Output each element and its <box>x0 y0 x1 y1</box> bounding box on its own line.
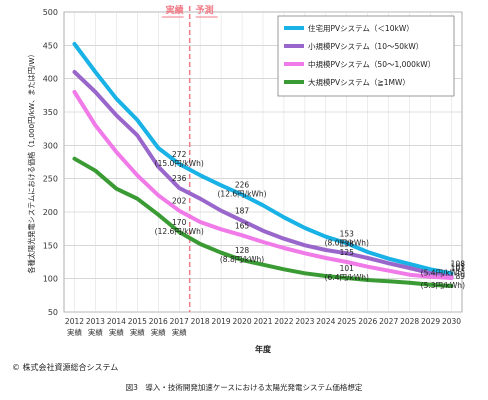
legend-label: 中規模PVシステム（50〜1,000kW） <box>308 59 435 69</box>
x-tick-label: 2030 <box>442 317 461 326</box>
divider-label-forecast: 予測 <box>196 4 214 16</box>
data-label: 165 <box>235 221 250 230</box>
data-label-sub: (15.0円/kWh) <box>155 159 204 168</box>
x-tick-label: 2023 <box>295 317 314 326</box>
series-line-3 <box>72 90 454 280</box>
y-tick-label: 250 <box>43 175 58 184</box>
y-tick-label: 450 <box>43 41 58 50</box>
y-tick-label: 350 <box>43 108 58 117</box>
y-tick-label: 50 <box>48 308 58 317</box>
data-label: 101 <box>340 264 355 273</box>
y-tick-label: 200 <box>43 208 58 217</box>
series-line-2 <box>72 70 454 279</box>
x-tick-sublabel: 実績 <box>172 327 187 337</box>
data-label: 236 <box>172 174 187 183</box>
y-tick-label: 400 <box>43 75 58 84</box>
y-tick-label: 300 <box>43 141 58 150</box>
x-tick-label: 2015 <box>128 317 147 326</box>
x-tick-label: 2021 <box>253 317 272 326</box>
series-line-1 <box>72 42 454 276</box>
x-tick-label: 2027 <box>379 317 398 326</box>
legend-box <box>277 15 455 97</box>
x-tick-label: 2020 <box>233 317 252 326</box>
x-axis-label: 年度 <box>255 344 272 354</box>
copyright-text: © 株式会社資源総合システム <box>12 363 119 372</box>
data-label: 272 <box>172 150 187 159</box>
x-tick-label: 2024 <box>316 317 335 326</box>
x-tick-label: 2022 <box>274 317 293 326</box>
legend-label: 小規模PVシステム（10〜50kW） <box>308 41 423 51</box>
x-tick-sublabel: 実績 <box>130 327 145 337</box>
x-tick-label: 2012 <box>65 317 84 326</box>
data-label: 170 <box>172 218 187 227</box>
x-tick-sublabel: 実績 <box>151 327 166 337</box>
y-tick-label: 500 <box>43 8 58 17</box>
data-label-sub: (5.4円/kWh) <box>421 268 465 277</box>
legend-label: 大規模PVシステム（≧1MW） <box>308 77 410 87</box>
x-tick-sublabel: 実績 <box>109 327 124 337</box>
data-label: 138 <box>340 239 355 248</box>
data-label: 89 <box>455 272 465 281</box>
data-label: 128 <box>235 246 250 255</box>
data-label-sub: (5.3円/kWh) <box>421 281 465 290</box>
series-line-4 <box>72 156 454 288</box>
data-label: 125 <box>340 248 355 257</box>
x-tick-label: 2026 <box>358 317 377 326</box>
data-label: 108 <box>451 259 466 268</box>
y-tick-label: 100 <box>43 275 58 284</box>
data-label: 187 <box>235 207 250 216</box>
y-axis-label: 各種太陽光発電システムにおける価格（1,000円/kW、または円/W） <box>27 50 36 273</box>
x-tick-sublabel: 実績 <box>67 327 82 337</box>
y-tick-label: 150 <box>43 241 58 250</box>
figure-caption: 図3 導入・技術開発加速ケースにおける太陽光発電システム価格想定 <box>125 383 363 392</box>
data-label: 101 <box>451 264 466 273</box>
x-tick-label: 2029 <box>421 317 440 326</box>
data-label-sub: (12.6円/kWh) <box>155 227 204 236</box>
x-tick-label: 2025 <box>337 317 356 326</box>
data-label: 202 <box>172 197 187 206</box>
divider-label-actual: 実績 <box>166 4 184 16</box>
chart: 501001502002503003504004505002012実績2013実… <box>27 4 466 354</box>
data-label: 103 <box>451 263 466 272</box>
data-label-sub: (8.8円/kWh) <box>220 255 264 264</box>
data-label-sub: (6.4円/kWh) <box>325 273 369 282</box>
x-tick-label: 2014 <box>107 317 126 326</box>
x-tick-label: 2016 <box>149 317 168 326</box>
data-label: 153 <box>340 229 355 238</box>
data-label: 226 <box>235 181 250 190</box>
data-label-sub: (12.6円/kWh) <box>218 190 267 199</box>
x-tick-label: 2013 <box>86 317 105 326</box>
x-tick-label: 2019 <box>212 317 231 326</box>
x-tick-sublabel: 実績 <box>88 327 103 337</box>
legend-label: 住宅用PVシステム（＜10kW） <box>308 23 414 33</box>
x-tick-label: 2018 <box>191 317 210 326</box>
data-label-sub: (8.0円/kWh) <box>325 238 369 247</box>
x-tick-label: 2017 <box>170 317 189 326</box>
x-tick-label: 2028 <box>400 317 419 326</box>
